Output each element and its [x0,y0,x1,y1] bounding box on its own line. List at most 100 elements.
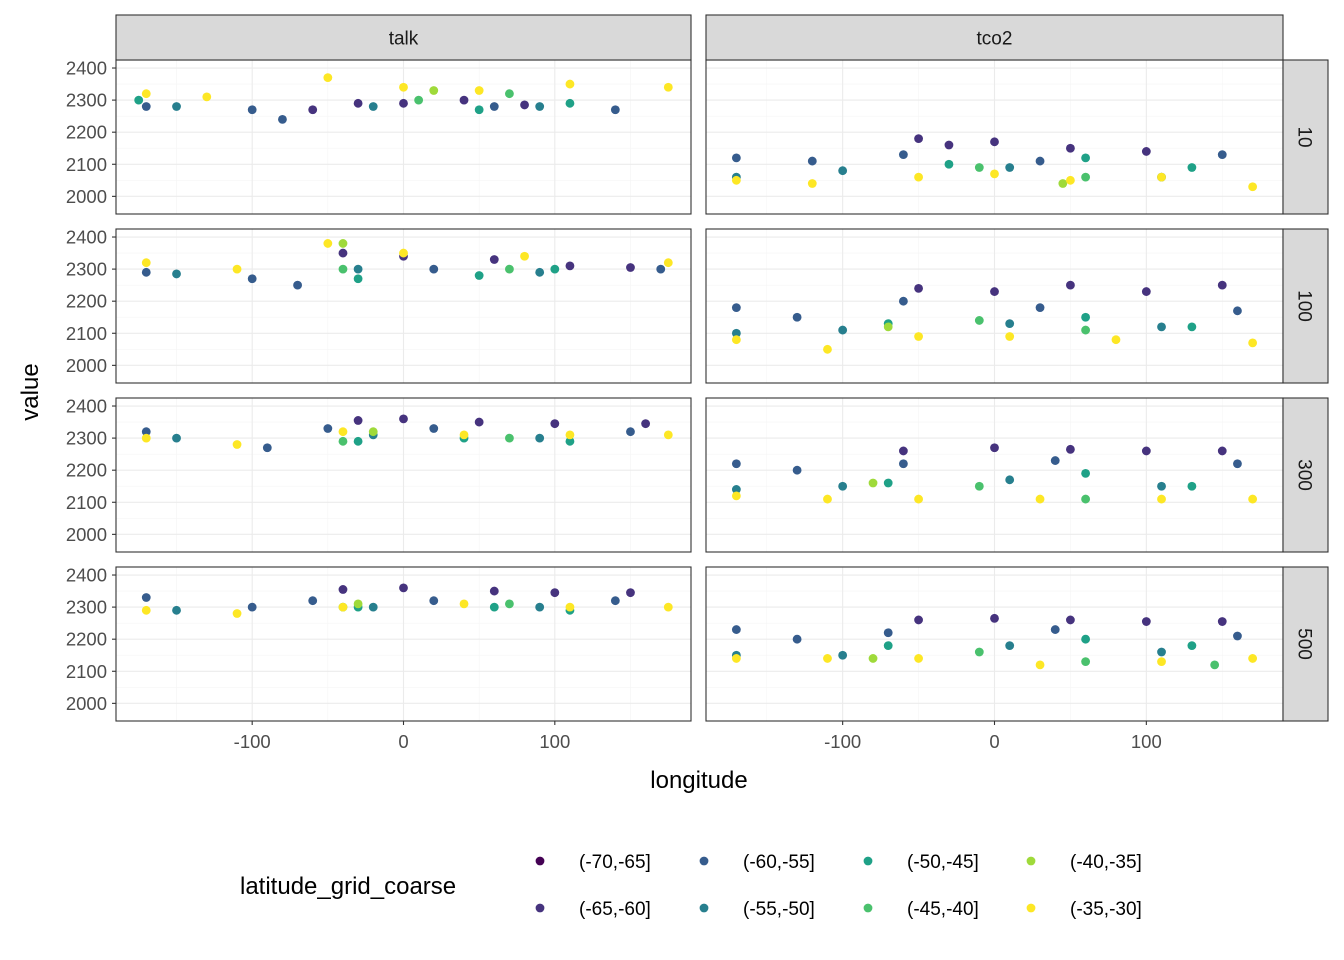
data-point [429,86,439,95]
data-point [141,102,151,111]
panels [115,59,1284,722]
panel-points [731,443,1258,504]
data-point [898,296,908,306]
data-point [172,605,181,615]
data-point [172,433,181,443]
x-tick-label: -100 [824,731,861,752]
data-point [247,602,257,612]
data-point [565,436,575,446]
data-point [323,424,333,433]
data-point [1081,468,1091,478]
y-tick-label: 2400 [66,58,107,79]
data-point [641,419,651,429]
panel-points [141,583,673,618]
panel-tco2-300 [705,397,1284,553]
panel-border [115,228,692,384]
data-point [535,433,545,443]
data-point [1187,481,1197,491]
data-point [914,134,923,144]
data-point [399,248,408,258]
data-point [610,596,620,606]
data-point [663,430,673,440]
data-point [731,625,741,634]
legend-item: (-65,-60] [535,899,651,920]
data-point [459,95,469,105]
data-point [1005,475,1015,485]
data-point [807,156,817,166]
legend-title: latitude_grid_coarse [240,873,456,900]
data-point [308,105,318,115]
data-point [1035,660,1045,670]
legend-key [1026,903,1036,913]
legend-item: (-60,-55] [699,852,815,873]
column-strip-talk [115,14,692,61]
data-point [474,271,484,280]
data-point [731,459,741,469]
data-point [792,465,802,475]
data-point [414,95,424,105]
data-point [474,86,484,95]
legend-item: (-40,-35] [1026,852,1142,873]
data-point [1210,660,1220,670]
data-point [1233,631,1242,641]
data-point [974,481,984,491]
data-point [535,602,545,612]
data-point [565,79,575,89]
column-strip-label: talk [389,29,419,50]
data-point [565,430,575,440]
row-strip-label: 10 [1294,126,1315,147]
y-axis-title: value [17,363,44,420]
data-point [1233,306,1242,316]
data-point [429,596,439,606]
legend-item: (-50,-45] [863,852,979,873]
legend-key [863,856,873,866]
panel-points [731,134,1258,192]
data-point [505,89,514,99]
data-point [731,654,741,663]
data-point [489,102,499,111]
panel-points [731,280,1258,354]
panel-points [141,414,673,453]
data-point [838,650,848,660]
data-point [944,159,954,169]
data-point [1035,494,1045,504]
data-point [1157,647,1166,657]
data-point [663,82,673,92]
y-tick-label: 2400 [66,565,107,586]
data-point [990,137,999,147]
data-point [1157,172,1166,182]
row-strips: 10 100 300 500 [1282,59,1329,722]
data-point [626,427,635,437]
data-point [914,654,923,663]
data-point [1187,322,1197,332]
data-point [1248,654,1258,663]
data-point [353,436,363,446]
data-point [1066,175,1075,185]
column-strip-tco2 [705,14,1284,61]
data-point [656,264,666,274]
y-tick-label: 2000 [66,186,107,207]
data-point [883,641,893,651]
data-point [338,264,348,274]
data-point [1066,143,1075,153]
data-point [1081,494,1091,504]
legend-label: (-65,-60] [579,899,651,920]
legend-items: (-70,-65] (-65,-60] (-60,-55] (-55,-50] (-50… [535,852,1142,920]
data-point [1217,280,1227,290]
data-point [535,267,545,277]
y-tick-label: 2000 [66,355,107,376]
data-point [429,264,439,274]
y-tick-label: 2100 [66,154,107,175]
legend-label: (-40,-35] [1070,852,1142,873]
data-point [550,419,560,429]
data-point [520,100,529,110]
data-point [1248,182,1258,192]
data-point [505,433,514,443]
data-point [338,427,348,437]
data-point [338,585,348,594]
x-tick-label: 0 [398,731,408,752]
data-point [232,264,242,274]
legend-key [535,856,545,866]
legend-key [1026,856,1036,866]
